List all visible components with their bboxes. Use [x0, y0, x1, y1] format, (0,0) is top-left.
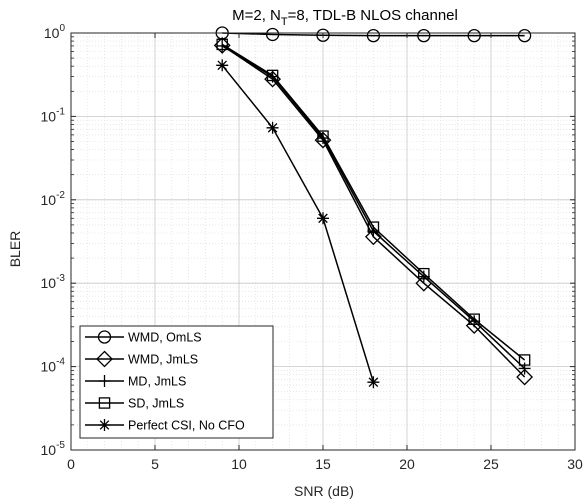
legend-label: WMD, OmLS	[128, 331, 202, 345]
legend-label: SD, JmLS	[128, 397, 184, 411]
legend-box	[79, 325, 274, 439]
y-tick-base: 10	[41, 275, 57, 291]
data-point	[417, 28, 431, 43]
series-line	[222, 32, 525, 37]
legend-marker	[98, 375, 111, 387]
x-tick-label: 10	[231, 456, 247, 472]
legend-marker	[98, 419, 111, 431]
series-5	[216, 59, 380, 389]
legend-label: WMD, JmLS	[128, 353, 198, 367]
y-tick-exponent: -3	[56, 273, 65, 284]
data-point	[516, 368, 534, 386]
x-tick-labels: 0 5 10 15 20 25 30	[67, 456, 583, 472]
data-point	[468, 313, 480, 325]
y-tick-base: 10	[44, 25, 60, 41]
y-tick-base: 10	[41, 359, 57, 375]
data-point	[367, 376, 380, 389]
data-point	[517, 28, 532, 43]
data-point	[364, 228, 382, 246]
x-tick-label: 15	[315, 456, 331, 472]
series-line	[221, 64, 375, 383]
data-point	[265, 27, 280, 42]
x-tick-label: 30	[567, 456, 583, 472]
legend-entry-1: WMD, OmLS	[85, 330, 202, 345]
data-point	[518, 354, 531, 366]
legend-entry-2: WMD, JmLS	[85, 350, 198, 368]
y-tick-exponent: -1	[56, 106, 65, 117]
y-tick-exponent: -4	[56, 357, 65, 368]
y-tick-base: 10	[41, 442, 57, 458]
plot-area	[70, 26, 576, 451]
x-tick-label: 0	[67, 456, 75, 472]
y-tick-base: 10	[41, 192, 57, 208]
x-tick-label: 5	[151, 456, 159, 472]
data-point	[468, 315, 481, 328]
title-part-1: M=2, N	[232, 7, 281, 24]
data-point	[266, 121, 279, 134]
title-part-2: =8, TDL-B NLOS channel	[288, 7, 458, 24]
y-tick-exponent: -5	[56, 440, 65, 451]
legend-label: Perfect CSI, No CFO	[128, 419, 245, 433]
title-subscript: T	[281, 16, 288, 28]
series-line	[221, 43, 526, 361]
x-tick-label: 20	[399, 456, 415, 472]
legend-entry-5: Perfect CSI, No CFO	[85, 419, 245, 433]
y-tick-exponent: 0	[59, 23, 65, 34]
y-axis-label: BLER	[7, 231, 23, 268]
data-point	[418, 267, 430, 280]
x-axis-label: SNR (dB)	[294, 483, 354, 499]
data-point	[317, 132, 329, 145]
y-tick-exponent: -2	[56, 190, 65, 201]
legend-marker	[97, 330, 112, 344]
y-tick-label: 10-2	[41, 190, 66, 208]
legend: WMD, OmLS WMD, JmLS MD, JmLS SD, JmLS Perfec…	[79, 325, 274, 439]
data-point	[316, 28, 330, 42]
legend-entry-4: SD, JmLS	[85, 397, 184, 411]
data-point	[367, 221, 380, 233]
series-layer	[213, 26, 534, 389]
y-tick-base: 10	[41, 108, 57, 124]
data-point	[317, 212, 329, 225]
chart-title: M=2, NT=8, TDL-B NLOS channel	[232, 7, 458, 28]
data-point	[467, 28, 481, 43]
data-point	[216, 38, 228, 51]
y-tick-label: 10-5	[41, 440, 66, 458]
data-point	[266, 69, 279, 82]
y-tick-label: 10-1	[41, 106, 66, 124]
y-tick-label: 10-3	[41, 273, 66, 291]
legend-entry-3: MD, JmLS	[85, 375, 186, 389]
data-point	[366, 28, 381, 43]
legend-marker	[96, 350, 113, 368]
ticks	[70, 32, 576, 451]
series-4	[216, 38, 531, 366]
data-point	[216, 59, 229, 72]
legend-marker	[98, 397, 111, 409]
legend-label: MD, JmLS	[128, 375, 186, 389]
y-tick-label: 10-4	[41, 357, 66, 375]
y-tick-label: 100	[44, 23, 66, 41]
x-tick-label: 25	[483, 456, 499, 472]
series-1	[215, 26, 532, 43]
data-point	[317, 130, 329, 142]
